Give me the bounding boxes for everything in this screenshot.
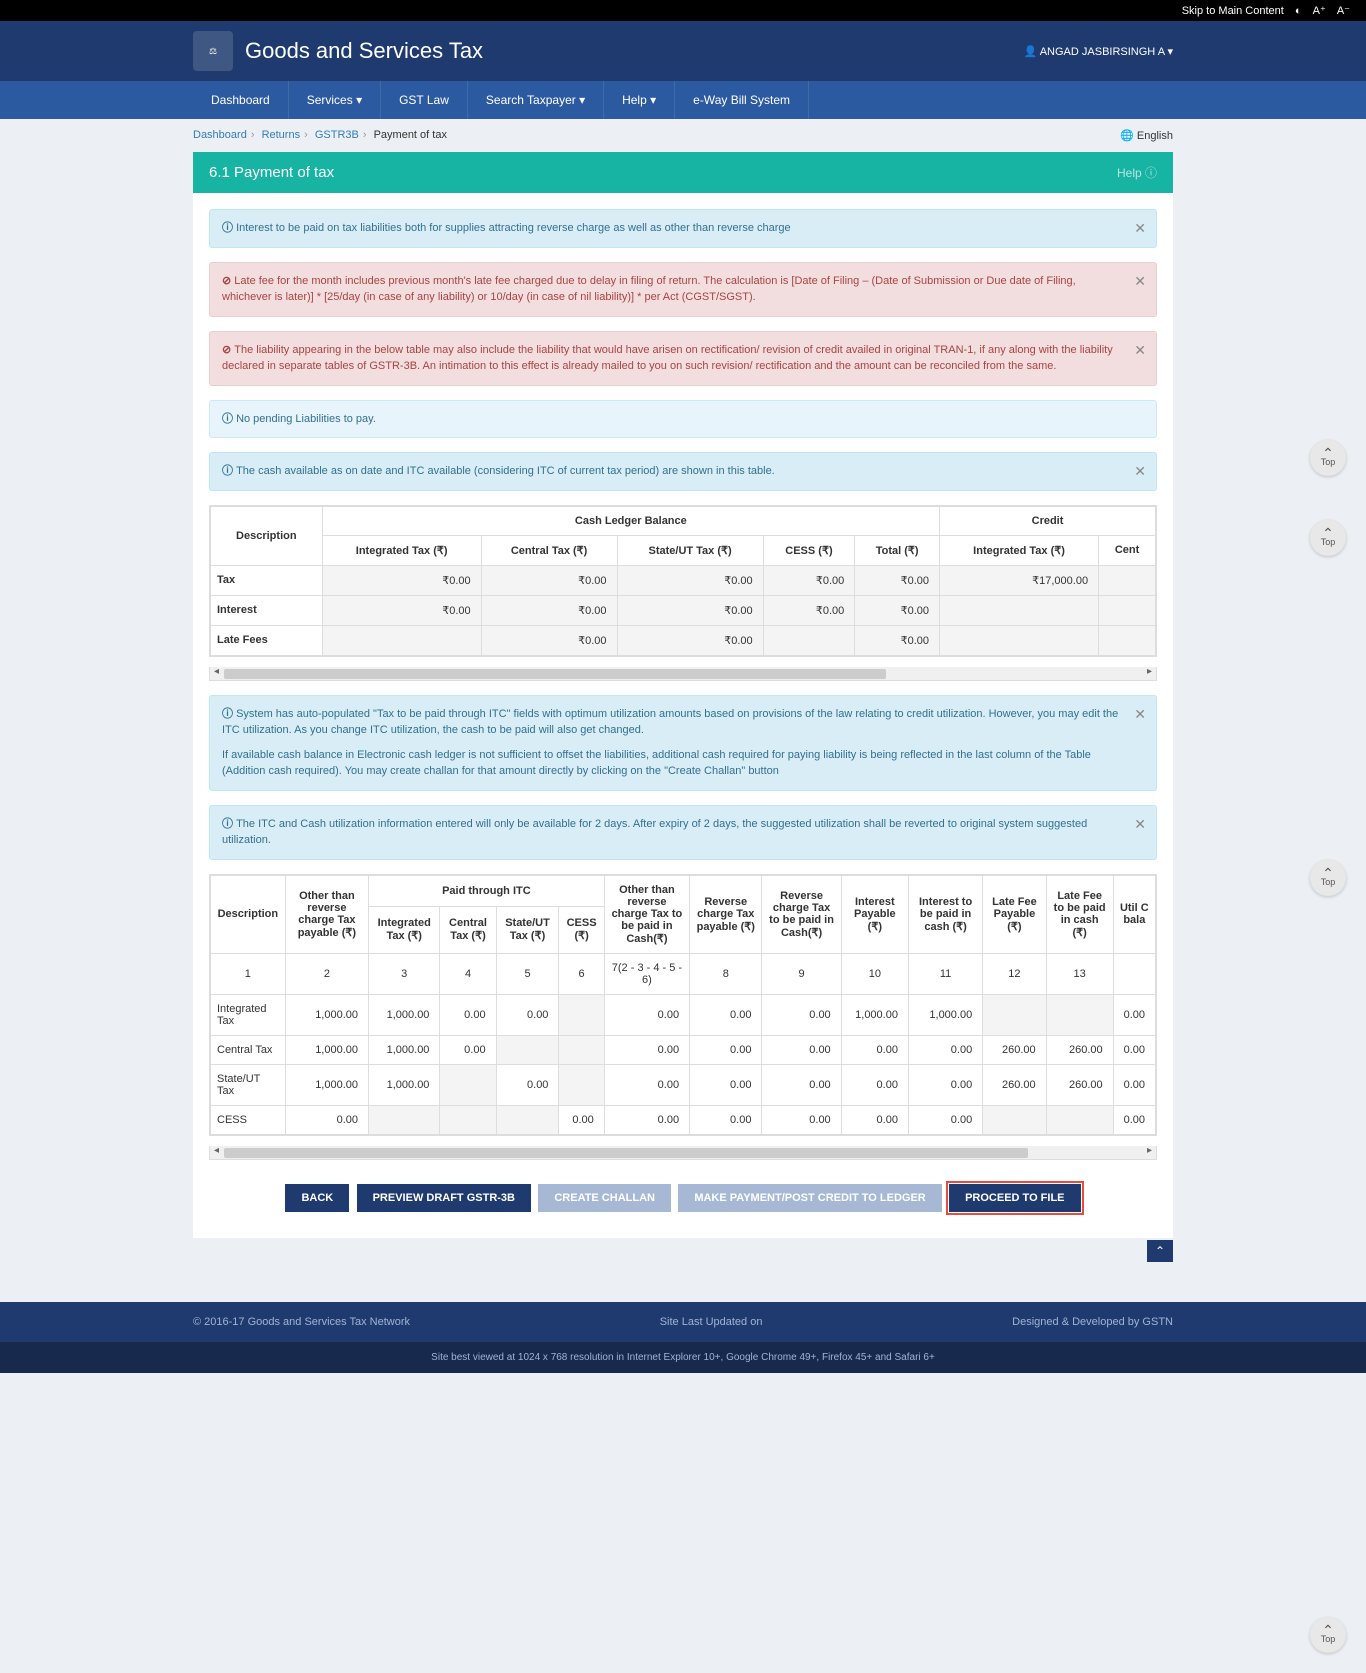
nav-services[interactable]: Services ▾	[289, 81, 381, 119]
row-late-fees: Late Fees ₹0.00 ₹0.00 ₹0.00	[211, 625, 1156, 655]
alert-interest-info: ✕ Interest to be paid on tax liabilities…	[209, 209, 1157, 248]
nav-help[interactable]: Help ▾	[604, 81, 675, 119]
scroll-top-button[interactable]: Top	[1310, 860, 1346, 896]
close-icon[interactable]: ✕	[1134, 461, 1146, 482]
skip-link[interactable]: Skip to Main Content	[1182, 5, 1284, 17]
accessibility-bar: Skip to Main Content ◐ A⁺ A⁻	[0, 0, 1366, 21]
site-footer: © 2016-17 Goods and Services Tax Network…	[0, 1302, 1366, 1342]
make-payment-button: MAKE PAYMENT/POST CREDIT TO LEDGER	[678, 1184, 941, 1212]
row-tax: Tax ₹0.00 ₹0.00 ₹0.00 ₹0.00 ₹0.00 ₹17,00…	[211, 565, 1156, 595]
section-header: 6.1 Payment of tax Help ⓘ	[193, 152, 1173, 193]
bc-gstr3b[interactable]: GSTR3B	[315, 129, 359, 141]
col-cgst: Central Tax (₹)	[481, 535, 617, 565]
breadcrumb: Dashboard› Returns› GSTR3B› Payment of t…	[193, 119, 1173, 152]
alert-itc-expiry: ✕ The ITC and Cash utilization informati…	[209, 805, 1157, 860]
action-buttons: BACK PREVIEW DRAFT GSTR-3B CREATE CHALLA…	[209, 1174, 1157, 1222]
close-icon[interactable]: ✕	[1134, 340, 1146, 361]
row-column-numbers: 1234567(2 - 3 - 4 - 5 - 6)8910111213	[211, 953, 1156, 994]
nav-search-taxpayer[interactable]: Search Taxpayer ▾	[468, 81, 604, 119]
close-icon[interactable]: ✕	[1134, 814, 1146, 835]
col-total: Total (₹)	[855, 535, 940, 565]
bc-current: Payment of tax	[374, 129, 447, 141]
create-challan-button: CREATE CHALLAN	[538, 1184, 671, 1212]
nav-gstlaw[interactable]: GST Law	[381, 81, 468, 119]
alert-late-fee: ✕ Late fee for the month includes previo…	[209, 262, 1157, 317]
footer-browser-note: Site best viewed at 1024 x 768 resolutio…	[0, 1342, 1366, 1373]
ledger-balance-table: Description Cash Ledger Balance Credit I…	[209, 505, 1157, 657]
col-igst-credit: Integrated Tax (₹)	[940, 535, 1099, 565]
help-link[interactable]: Help ⓘ	[1117, 164, 1157, 181]
language-selector[interactable]: 🌐 English	[1120, 129, 1173, 142]
close-icon[interactable]: ✕	[1134, 218, 1146, 239]
back-button[interactable]: BACK	[285, 1184, 349, 1212]
table-scrollbar[interactable]	[209, 667, 1157, 681]
row-cess: CESS 0.000.000.000.000.000.000.000.00	[211, 1105, 1156, 1134]
alert-auto-populated: ✕ System has auto-populated "Tax to be p…	[209, 695, 1157, 791]
footer-copyright: © 2016-17 Goods and Services Tax Network	[193, 1316, 410, 1328]
col-igst: Integrated Tax (₹)	[322, 535, 481, 565]
preview-draft-button[interactable]: PREVIEW DRAFT GSTR-3B	[357, 1184, 531, 1212]
col-credit: Credit	[940, 506, 1156, 535]
site-header: ⚖ Goods and Services Tax 👤 ANGAD JASBIRS…	[0, 21, 1366, 81]
table-scrollbar[interactable]	[209, 1146, 1157, 1160]
scroll-top-button[interactable]: Top	[1310, 440, 1346, 476]
scroll-top-button[interactable]: Top	[1310, 1617, 1346, 1653]
col-cash-ledger: Cash Ledger Balance	[322, 506, 939, 535]
col-description: Description	[211, 506, 323, 565]
scroll-top-button[interactable]: Top	[1310, 520, 1346, 556]
col-cess: CESS (₹)	[763, 535, 855, 565]
font-decrease[interactable]: A⁻	[1337, 5, 1350, 17]
alert-no-pending: No pending Liabilities to pay.	[209, 400, 1157, 439]
row-interest: Interest ₹0.00 ₹0.00 ₹0.00 ₹0.00 ₹0.00	[211, 595, 1156, 625]
bc-dashboard[interactable]: Dashboard	[193, 129, 247, 141]
col-sgst: State/UT Tax (₹)	[617, 535, 763, 565]
payment-table: Description Other than reverse charge Ta…	[209, 874, 1157, 1136]
nav-dashboard[interactable]: Dashboard	[193, 81, 289, 119]
close-icon[interactable]: ✕	[1134, 704, 1146, 725]
font-increase[interactable]: A⁺	[1313, 5, 1326, 17]
main-nav: Dashboard Services ▾ GST Law Search Taxp…	[0, 81, 1366, 119]
site-title: Goods and Services Tax	[245, 38, 483, 64]
row-integrated-tax: Integrated Tax 1,000.001,000.000.000.000…	[211, 994, 1156, 1035]
contrast-toggle[interactable]: ◐	[1295, 5, 1302, 17]
back-to-top-button[interactable]: ⌃	[1147, 1240, 1173, 1262]
alert-liability: ✕ The liability appearing in the below t…	[209, 331, 1157, 386]
alert-cash-available: ✕ The cash available as on date and ITC …	[209, 452, 1157, 491]
section-title: 6.1 Payment of tax	[209, 164, 334, 181]
nav-eway[interactable]: e-Way Bill System	[675, 81, 809, 119]
footer-designed: Designed & Developed by GSTN	[1012, 1316, 1173, 1328]
bc-returns[interactable]: Returns	[262, 129, 301, 141]
emblem-logo: ⚖	[193, 31, 233, 71]
row-central-tax: Central Tax 1,000.001,000.000.000.000.00…	[211, 1035, 1156, 1064]
row-state-tax: State/UT Tax 1,000.001,000.000.000.000.0…	[211, 1064, 1156, 1105]
close-icon[interactable]: ✕	[1134, 271, 1146, 292]
footer-updated: Site Last Updated on	[660, 1316, 763, 1328]
proceed-to-file-button[interactable]: PROCEED TO FILE	[949, 1184, 1080, 1212]
col-cent: Cent	[1099, 535, 1156, 565]
user-menu[interactable]: 👤 ANGAD JASBIRSINGH A ▾	[1024, 45, 1173, 58]
